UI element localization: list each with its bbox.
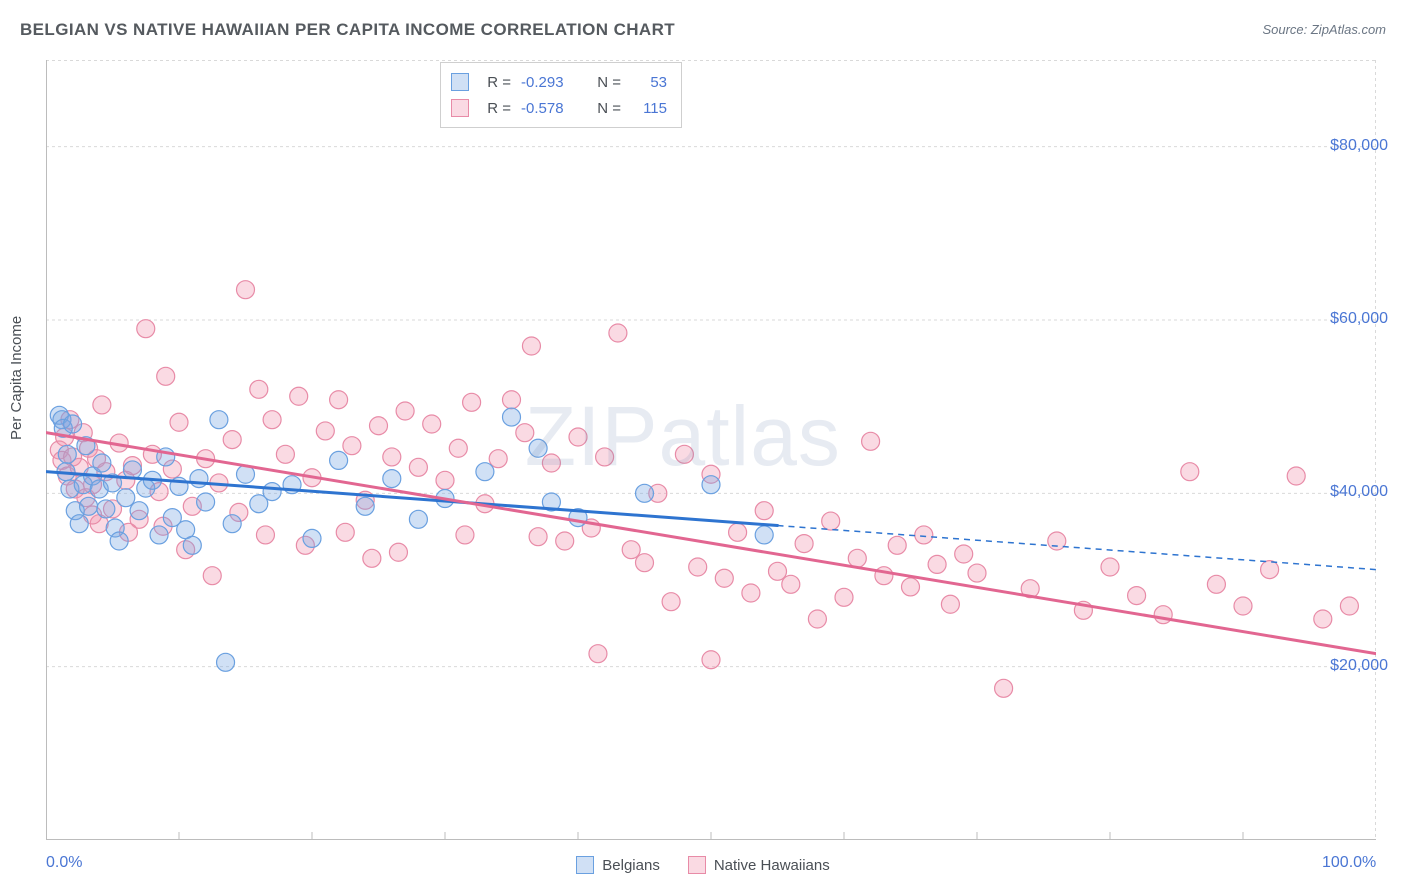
stat-r-label: R = [479, 74, 511, 91]
stat-r-value: -0.293 [521, 74, 579, 91]
stat-r-label: R = [479, 100, 511, 117]
scatter-plot [46, 60, 1376, 840]
y-tick-label: $40,000 [1330, 483, 1388, 501]
source-attribution: Source: ZipAtlas.com [1262, 22, 1386, 37]
stat-r-value: -0.578 [521, 100, 579, 117]
series-swatch [451, 73, 469, 91]
legend-swatch [576, 856, 594, 874]
legend-label: Native Hawaiians [714, 857, 830, 874]
y-tick-label: $20,000 [1330, 657, 1388, 675]
stat-n-label: N = [589, 100, 621, 117]
y-axis-label: Per Capita Income [8, 316, 25, 440]
stat-n-value: 115 [631, 100, 667, 117]
series-swatch [451, 99, 469, 117]
series-legend: Belgians Native Hawaiians [0, 856, 1406, 874]
chart-header: BELGIAN VS NATIVE HAWAIIAN PER CAPITA IN… [20, 20, 1386, 48]
y-tick-label: $80,000 [1330, 137, 1388, 155]
stats-row: R = -0.578 N = 115 [451, 95, 667, 121]
stat-n-value: 53 [631, 74, 667, 91]
stat-n-label: N = [589, 74, 621, 91]
legend-item: Belgians [576, 856, 660, 874]
legend-item: Native Hawaiians [688, 856, 830, 874]
y-tick-label: $60,000 [1330, 310, 1388, 328]
legend-label: Belgians [602, 857, 660, 874]
chart-title: BELGIAN VS NATIVE HAWAIIAN PER CAPITA IN… [20, 20, 675, 39]
legend-swatch [688, 856, 706, 874]
stats-legend-box: R = -0.293 N = 53 R = -0.578 N = 115 [440, 62, 682, 128]
stats-row: R = -0.293 N = 53 [451, 69, 667, 95]
